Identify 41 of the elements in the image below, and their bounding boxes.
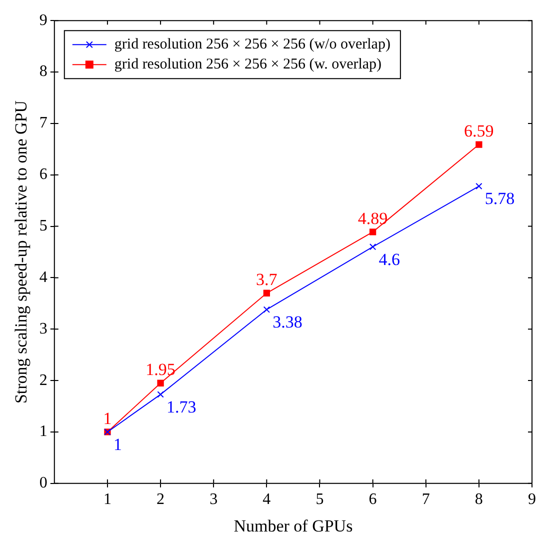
x-tick-label: 2 <box>156 491 165 508</box>
y-tick-label: 9 <box>39 12 48 29</box>
point <box>157 391 164 398</box>
x-tick-label: 1 <box>103 491 112 508</box>
x-tick-label: 7 <box>422 491 430 508</box>
data-label: 1 <box>103 408 112 428</box>
x-tick-label: 6 <box>368 491 377 508</box>
y-tick-label: 0 <box>39 474 48 492</box>
data-label: 5.78 <box>484 189 515 208</box>
y-tick-label: 3 <box>39 320 48 338</box>
x-axis-title: Number of GPUs <box>234 516 353 536</box>
data-label: 3.7 <box>256 270 278 290</box>
data-label: 1.73 <box>166 397 196 416</box>
point <box>263 290 270 296</box>
data-label: 6.59 <box>464 121 494 140</box>
y-tick-label: 4 <box>39 268 48 286</box>
point <box>476 182 482 190</box>
y-tick-label: 6 <box>39 166 48 184</box>
point <box>476 141 482 148</box>
y-axis-title: Strong scaling speed-up relative to one GPU <box>12 100 31 404</box>
data-label: 3.38 <box>272 312 302 332</box>
legend-label: grid resolution 256 × 256 × 256 (w. overlap) <box>114 56 382 73</box>
y-tick-label: 1 <box>39 423 48 440</box>
x-tick-label: 3 <box>210 491 218 508</box>
legend-label: grid resolution 256 × 256 × 256 (w/o overlap) <box>114 36 390 53</box>
y-tick-label: 7 <box>39 114 48 132</box>
x-tick-label: 5 <box>316 491 324 508</box>
y-tick-label: 8 <box>39 63 48 80</box>
y-tick-label: 2 <box>39 372 48 389</box>
x-tick-label: 4 <box>262 491 271 508</box>
data-label: 4.89 <box>358 208 388 228</box>
point <box>157 380 164 386</box>
data-label: 4.6 <box>378 250 400 269</box>
data-label: 1.95 <box>146 360 176 380</box>
point <box>263 306 270 313</box>
y-tick-label: 5 <box>39 217 48 234</box>
data-label: 1 <box>113 434 122 454</box>
point <box>369 228 376 236</box>
point <box>369 244 376 250</box>
x-tick-label: 8 <box>474 491 483 508</box>
x-tick-label: 9 <box>528 491 536 508</box>
